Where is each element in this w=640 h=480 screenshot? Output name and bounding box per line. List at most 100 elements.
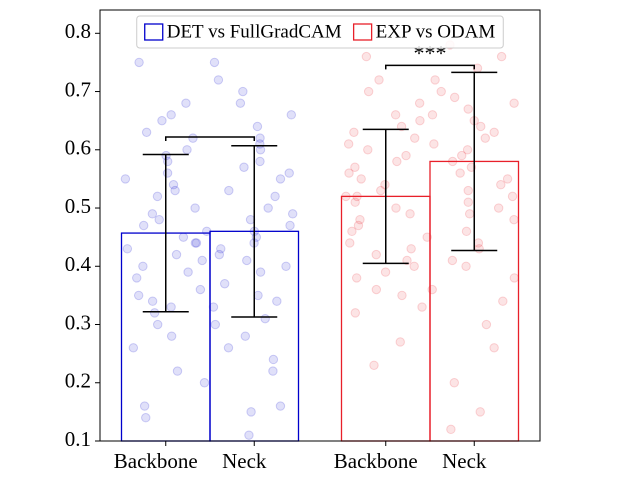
significance-bracket (385, 64, 475, 70)
data-point (195, 284, 206, 295)
data-point (157, 115, 167, 126)
data-point (430, 75, 440, 85)
y-tick-label: 0.4 (65, 252, 92, 276)
data-point (246, 407, 256, 417)
data-point (245, 214, 256, 225)
data-point (363, 86, 374, 97)
y-tick-label: 0.7 (65, 77, 91, 101)
legend: DET vs FullGradCAM EXP vs ODAM (136, 15, 504, 49)
data-point (429, 139, 439, 149)
data-point (162, 168, 173, 178)
data-point (238, 86, 248, 97)
data-point (415, 115, 425, 126)
data-point (141, 413, 151, 423)
data-point (163, 156, 173, 167)
data-point (464, 209, 475, 219)
data-point (287, 209, 298, 219)
data-point (414, 98, 425, 108)
data-point (463, 185, 473, 196)
data-point (239, 162, 249, 172)
data-point (216, 244, 226, 254)
data-point (502, 174, 513, 184)
data-point (396, 121, 407, 132)
data-point (461, 226, 472, 237)
data-point (350, 162, 360, 172)
data-point (170, 185, 180, 196)
data-point (436, 86, 446, 97)
data-point (209, 57, 220, 68)
data-point (422, 232, 432, 242)
data-point (219, 279, 230, 289)
scatter-layer (120, 40, 520, 440)
data-point (139, 220, 149, 231)
data-point (275, 174, 286, 184)
data-point (138, 261, 148, 271)
data-point (168, 180, 179, 190)
data-point (405, 209, 415, 219)
data-point (369, 360, 379, 370)
data-point (270, 191, 280, 202)
data-point (152, 191, 163, 202)
data-point (255, 156, 265, 167)
data-point (374, 75, 384, 85)
data-point (139, 401, 150, 411)
data-point (255, 145, 266, 155)
data-point (285, 220, 295, 231)
y-tick-label: 0.3 (65, 310, 91, 334)
data-point (410, 133, 420, 143)
data-point (242, 255, 252, 266)
data-point (447, 255, 458, 266)
legend-label: DET vs FullGradCAM (167, 21, 342, 42)
data-point (344, 168, 354, 178)
legend-label: EXP vs ODAM (376, 21, 496, 42)
data-point (255, 267, 266, 277)
data-point (252, 121, 263, 132)
data-point (509, 98, 519, 108)
data-point (166, 110, 176, 120)
data-point (350, 308, 361, 318)
data-point (260, 313, 270, 324)
legend-swatch (144, 23, 164, 41)
y-tick-label: 0.1 (65, 427, 91, 451)
data-point (255, 133, 265, 143)
data-point (286, 110, 297, 120)
data-point (263, 203, 273, 213)
data-point (347, 226, 357, 237)
data-point (132, 273, 142, 283)
data-point (417, 302, 427, 312)
data-point (253, 290, 263, 301)
data-point (397, 290, 407, 301)
data-point (463, 104, 473, 114)
y-tick-label: 0.5 (65, 194, 91, 218)
data-point (395, 337, 405, 347)
data-point (166, 302, 176, 312)
data-point (498, 296, 508, 306)
data-point (457, 150, 467, 161)
data-point (489, 343, 499, 353)
data-point (475, 407, 485, 417)
data-point (507, 191, 518, 202)
data-point (199, 378, 210, 388)
data-point (133, 290, 144, 301)
data-point (463, 197, 473, 207)
data-point (120, 174, 131, 184)
data-point (480, 133, 490, 143)
data-point (427, 110, 438, 120)
data-point (122, 244, 133, 254)
data-point (183, 267, 193, 277)
data-point (154, 214, 164, 225)
data-point (427, 284, 437, 295)
data-point (147, 296, 158, 306)
data-point (371, 249, 381, 260)
data-point (171, 249, 182, 260)
data-point (147, 209, 158, 219)
data-point (268, 366, 278, 376)
data-point (356, 174, 366, 184)
data-point (275, 401, 286, 411)
data-point (190, 238, 201, 248)
data-point (141, 127, 152, 138)
data-point (149, 308, 160, 318)
data-point (392, 156, 402, 167)
x-tick-label: Neck (442, 449, 487, 473)
